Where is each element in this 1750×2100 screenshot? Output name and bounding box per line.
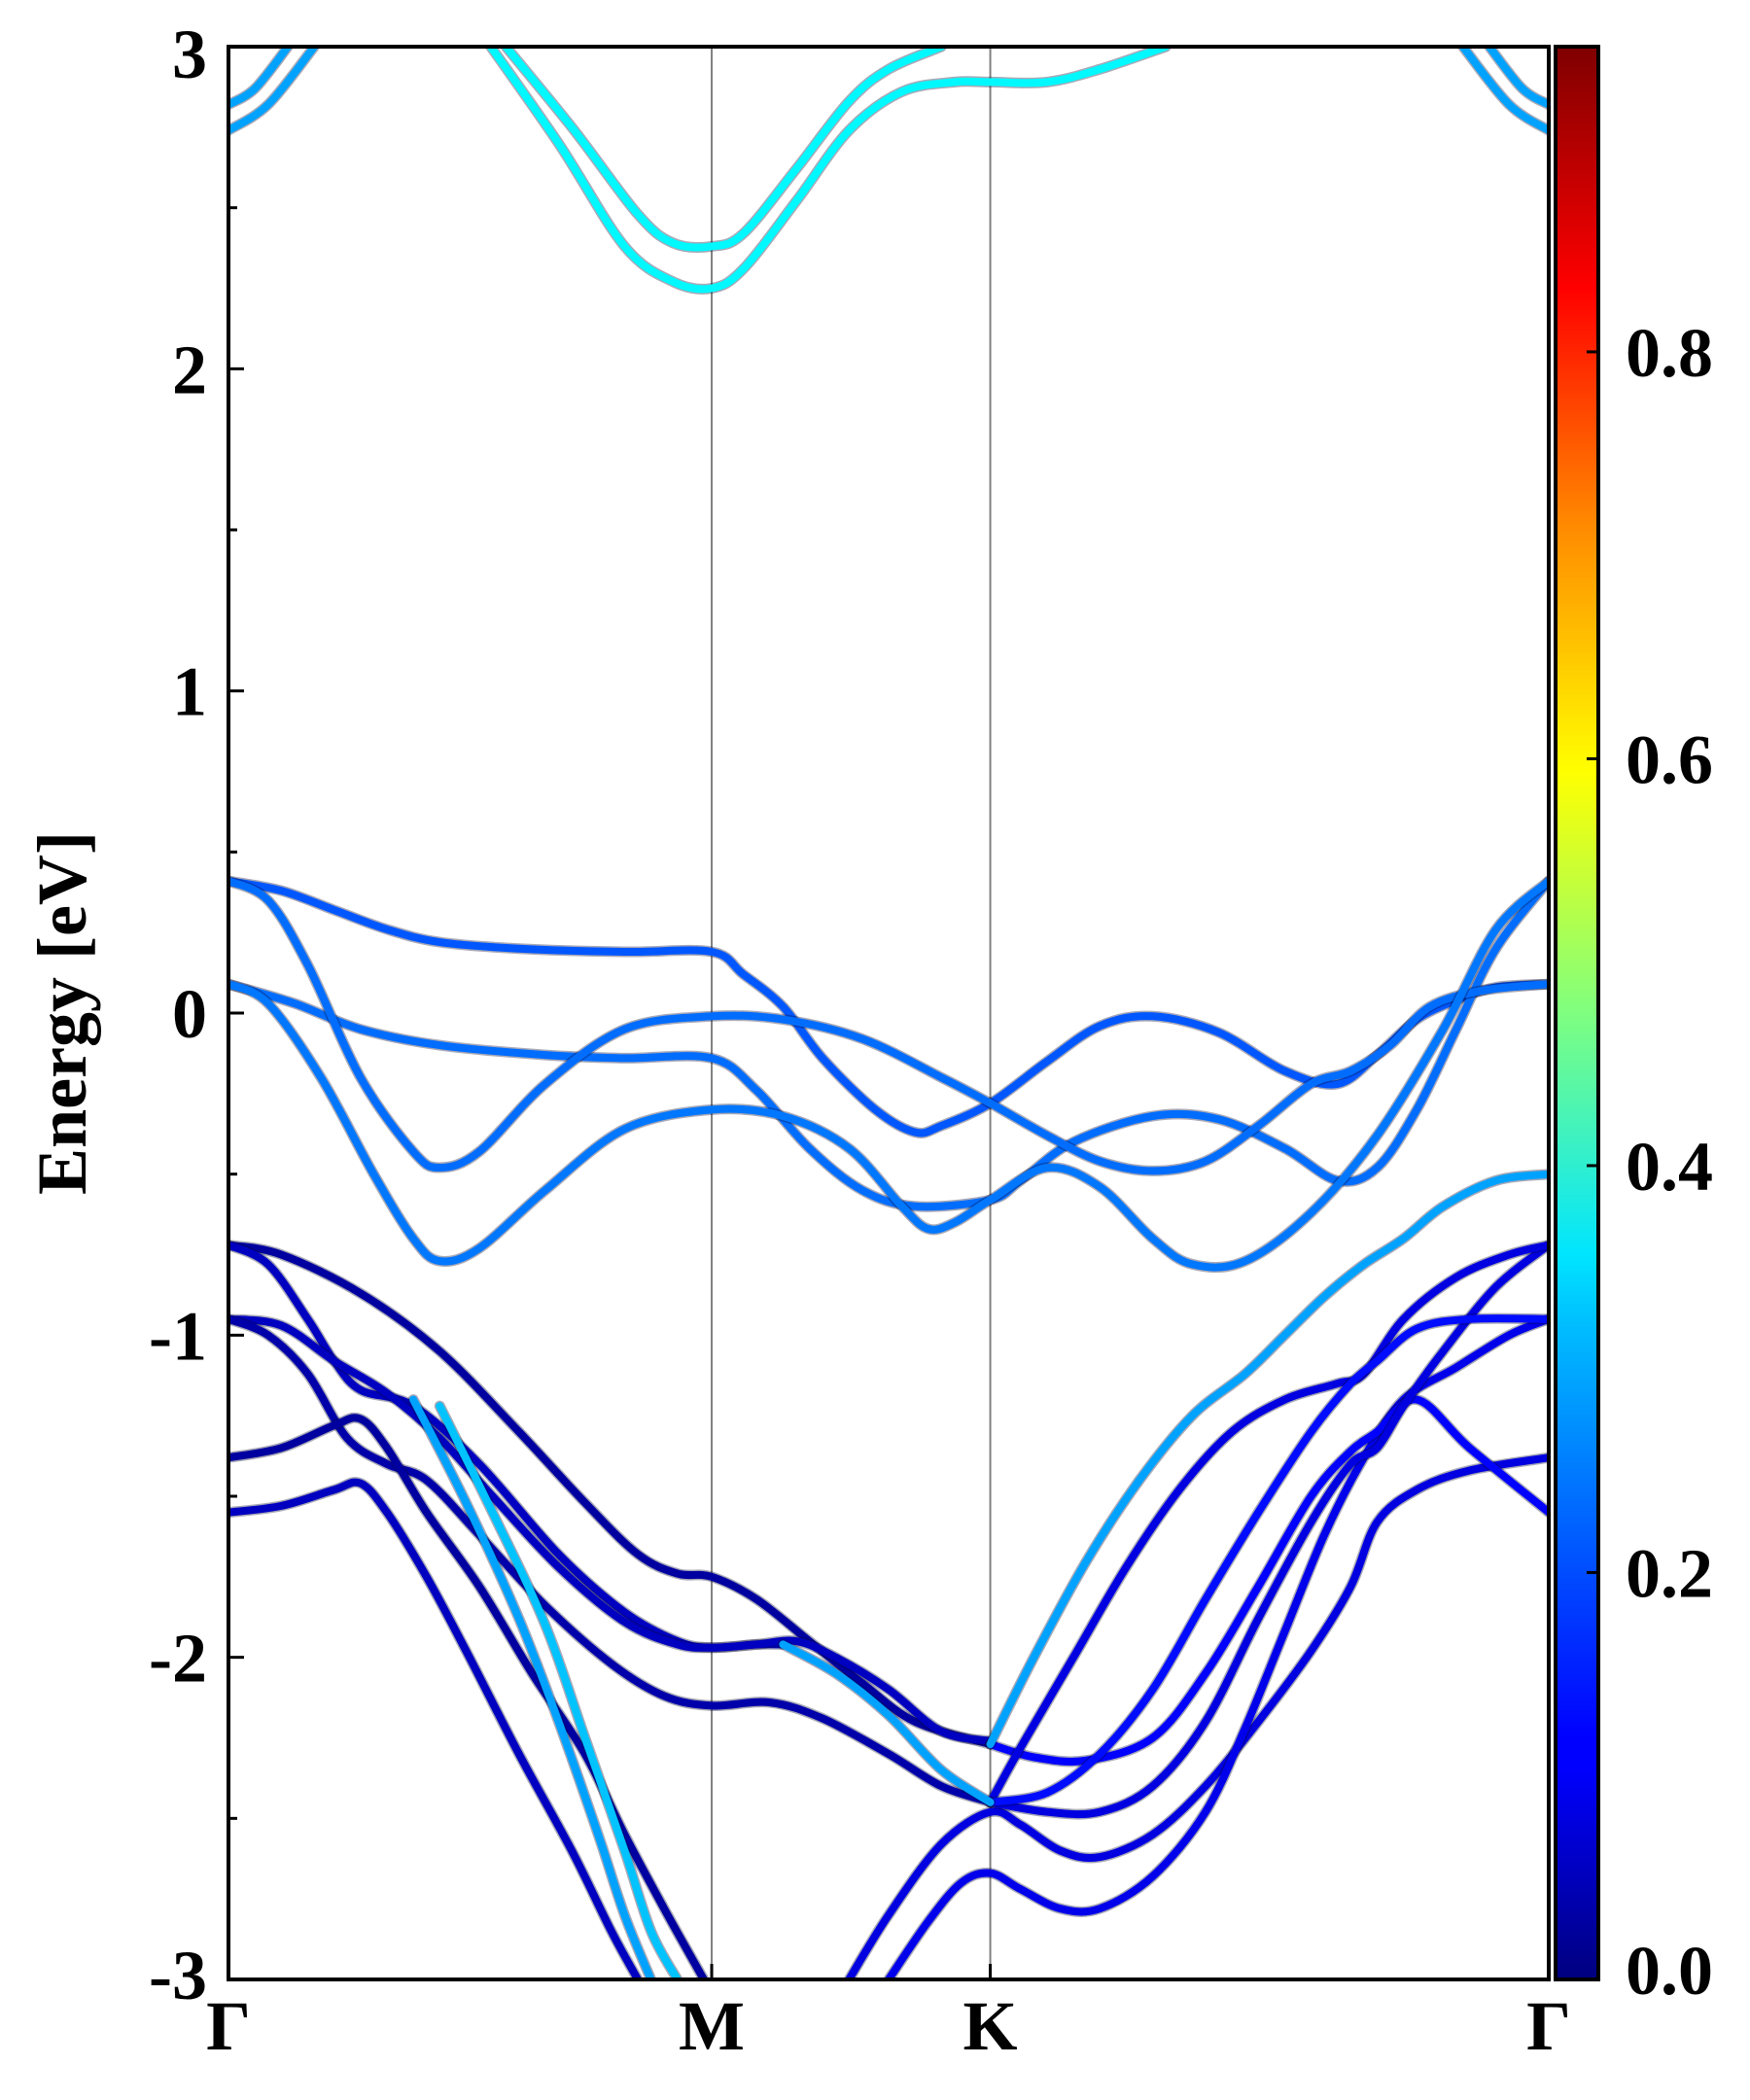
colorbar-tick-label: 0.8 — [1626, 314, 1713, 392]
band-outline — [228, 875, 1549, 1176]
kpoint-label: Γ — [1526, 1987, 1571, 2065]
y-tick-label: 3 — [172, 16, 207, 93]
band-outline — [228, 1313, 997, 1808]
colorbar-tick-label: 0.2 — [1626, 1534, 1713, 1612]
band-line — [409, 1395, 655, 1979]
band-line — [779, 1640, 995, 1806]
band-line — [1485, 47, 1549, 109]
band-line — [228, 1478, 642, 1979]
colorbar-tick-label: 0.0 — [1626, 1932, 1713, 2010]
y-tick-label: -2 — [149, 1620, 207, 1698]
y-tick-label: 2 — [172, 331, 207, 408]
kpoint-label: Γ — [206, 1987, 251, 2065]
colorbar-ticks: 0.0 0.2 0.4 0.6 0.8 — [1587, 314, 1713, 2010]
band-line — [485, 47, 1171, 294]
band-outline — [228, 1240, 997, 1750]
band-line — [228, 1314, 995, 1806]
y-ticks: 3 2 1 0 -1 -2 -3 — [149, 16, 244, 2014]
kpoint-label: K — [963, 1987, 1018, 2065]
y-tick-label: -3 — [149, 1937, 207, 2014]
band-line — [501, 47, 946, 252]
band-outline — [985, 1240, 1549, 1820]
y-tick-label: -1 — [149, 1297, 207, 1375]
band-outline — [843, 1452, 1549, 1979]
y-tick-label: 1 — [172, 653, 207, 731]
band-line — [228, 1414, 708, 1979]
kpoint-label: M — [679, 1987, 745, 2065]
colorbar-tick-label: 0.6 — [1626, 720, 1713, 798]
band-line — [986, 1241, 1549, 1819]
band-line — [228, 1241, 995, 1749]
band-line — [228, 1314, 995, 1745]
band-line — [436, 1402, 682, 1979]
bands — [228, 47, 1549, 1979]
band-outline — [228, 875, 1549, 1138]
band-line — [845, 1453, 1549, 1979]
band-line — [986, 1395, 1549, 1766]
band-line — [228, 877, 1549, 1272]
band-line — [986, 1241, 1549, 1806]
band-line — [228, 47, 319, 135]
colorbar — [1554, 45, 1600, 1981]
colorbar-tick-label: 0.4 — [1626, 1128, 1713, 1206]
y-tick-label: 0 — [172, 975, 207, 1053]
band-line — [228, 877, 1549, 1138]
band-line — [1458, 47, 1549, 135]
band-line — [228, 877, 1549, 1175]
y-axis-title: Energy [eV] — [23, 831, 101, 1195]
band-line — [986, 1314, 1549, 1806]
band-line — [986, 1170, 1549, 1749]
band-line — [228, 47, 293, 109]
